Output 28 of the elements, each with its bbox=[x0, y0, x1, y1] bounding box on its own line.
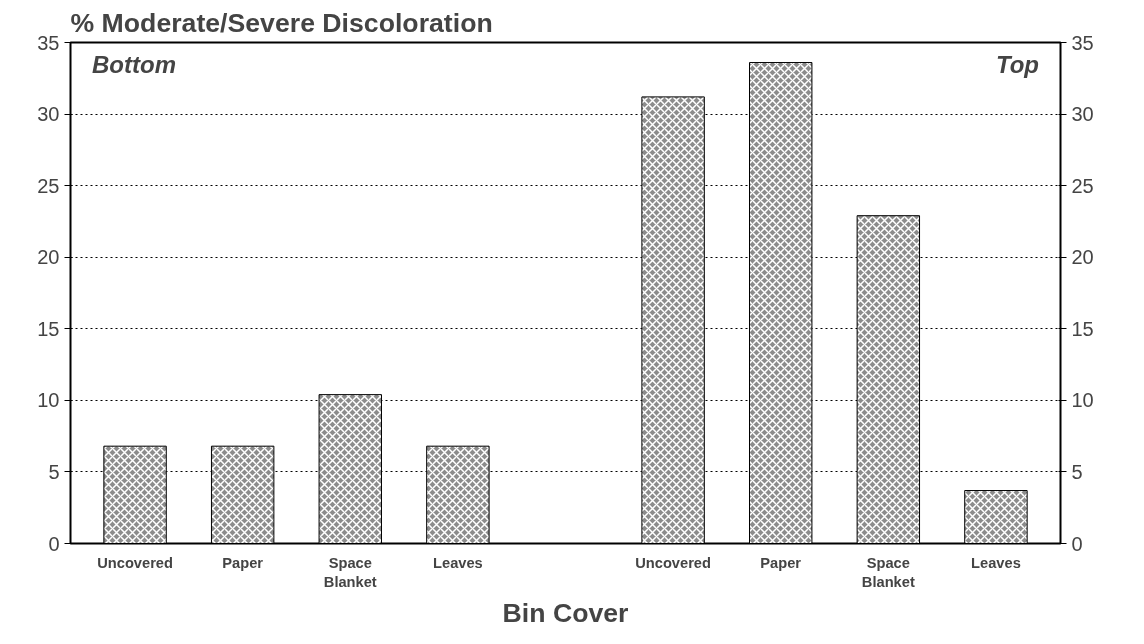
y-tick-label: 5 bbox=[48, 460, 60, 483]
x-axis-title: Bin Cover bbox=[502, 597, 629, 628]
x-tick-label: Leaves bbox=[433, 554, 483, 571]
y-tick-label: 10 bbox=[37, 389, 60, 412]
y2-tick-label: 0 bbox=[1071, 532, 1083, 555]
y-tick-label: 25 bbox=[37, 174, 60, 197]
x-tick-label: Paper bbox=[222, 554, 264, 571]
chart-title: % Moderate/Severe Discoloration bbox=[70, 7, 493, 38]
y-tick-label: 0 bbox=[48, 532, 60, 555]
y-tick-label: 15 bbox=[37, 317, 60, 340]
y2-tick-label: 30 bbox=[1071, 103, 1094, 126]
annotation: Bottom bbox=[92, 50, 177, 78]
y2-tick-label: 20 bbox=[1071, 246, 1094, 269]
x-tick-label: Leaves bbox=[971, 554, 1021, 571]
x-tick-label: Uncovered bbox=[97, 554, 173, 571]
y-tick-label: 35 bbox=[37, 31, 60, 54]
y2-tick-label: 15 bbox=[1071, 317, 1094, 340]
y2-tick-label: 10 bbox=[1071, 389, 1094, 412]
x-tick-label: Uncovered bbox=[635, 554, 711, 571]
y-tick-label: 20 bbox=[37, 246, 60, 269]
x-tick-label: Paper bbox=[760, 554, 802, 571]
x-tick-label: Space Blanket bbox=[861, 554, 915, 590]
y2-tick-label: 25 bbox=[1071, 174, 1094, 197]
y-tick-label: 30 bbox=[37, 103, 60, 126]
y2-tick-label: 5 bbox=[1071, 460, 1083, 483]
annotation: Top bbox=[995, 50, 1039, 78]
x-tick-label: Space Blanket bbox=[323, 554, 377, 590]
y2-tick-label: 35 bbox=[1071, 31, 1094, 54]
